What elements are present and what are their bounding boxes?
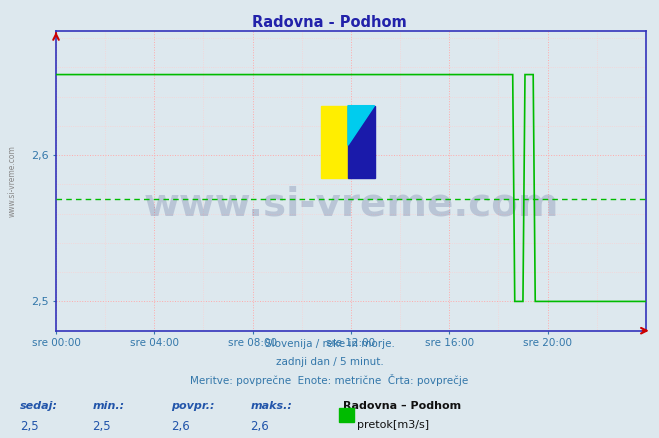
Text: maks.:: maks.: bbox=[250, 401, 293, 411]
Text: povpr.:: povpr.: bbox=[171, 401, 215, 411]
Text: sedaj:: sedaj: bbox=[20, 401, 58, 411]
Text: pretok[m3/s]: pretok[m3/s] bbox=[357, 420, 429, 430]
Text: 2,6: 2,6 bbox=[171, 420, 190, 433]
Bar bbox=[322, 106, 348, 178]
Text: 2,6: 2,6 bbox=[250, 420, 269, 433]
Text: Radovna – Podhom: Radovna – Podhom bbox=[343, 401, 461, 411]
Text: www.si-vreme.com: www.si-vreme.com bbox=[143, 186, 559, 224]
Text: Slovenija / reke in morje.: Slovenija / reke in morje. bbox=[264, 339, 395, 350]
Bar bbox=[348, 106, 374, 178]
Text: 2,5: 2,5 bbox=[92, 420, 111, 433]
Text: 2,5: 2,5 bbox=[20, 420, 38, 433]
Text: Meritve: povprečne  Enote: metrične  Črta: povprečje: Meritve: povprečne Enote: metrične Črta:… bbox=[190, 374, 469, 386]
Text: Radovna - Podhom: Radovna - Podhom bbox=[252, 15, 407, 30]
Polygon shape bbox=[348, 106, 374, 145]
Text: zadnji dan / 5 minut.: zadnji dan / 5 minut. bbox=[275, 357, 384, 367]
Text: min.:: min.: bbox=[92, 401, 125, 411]
Text: www.si-vreme.com: www.si-vreme.com bbox=[7, 145, 16, 217]
